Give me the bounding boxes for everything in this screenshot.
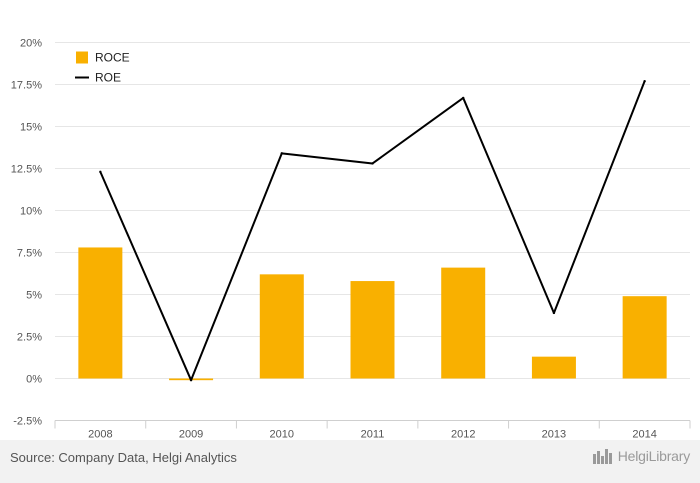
legend-roce-label: ROCE [95, 51, 130, 65]
helgi-library-logo[interactable]: HelgiLibrary [592, 448, 690, 464]
y-tick-label: 15% [20, 122, 42, 134]
x-tick-label: 2013 [542, 429, 566, 441]
footer: Source: Company Data, Helgi Analytics He… [0, 440, 700, 483]
roce-bar [259, 274, 304, 379]
roe-point [643, 79, 646, 83]
roce-bars [78, 247, 667, 381]
roe-point [99, 170, 102, 174]
y-tick-label: 12.5% [11, 164, 42, 176]
roe-point [280, 152, 283, 155]
roce-bar [350, 281, 395, 379]
x-tick-label: 2008 [88, 429, 112, 441]
y-tick-label: 5% [26, 290, 42, 302]
source-note: Source: Company Data, Helgi Analytics [10, 450, 237, 465]
roe-point [462, 96, 465, 100]
x-tick-label: 2014 [632, 429, 656, 441]
y-axis-ticks: -2.5% 0% 2.5% 5% 7.5% 10% 12.5% 15% 17.5% 20% [11, 38, 42, 428]
roce-bar [441, 267, 486, 379]
logo-text: HelgiLibrary [617, 448, 690, 464]
y-tick-label: 2.5% [17, 332, 42, 344]
y-tick-label: 7.5% [17, 248, 42, 260]
y-tick-label: 10% [20, 206, 42, 218]
roce-bar [531, 356, 576, 379]
helgi-city-icon [592, 449, 612, 464]
roe-point [371, 162, 374, 165]
x-tick-label: 2009 [179, 429, 203, 441]
roce-bar [78, 247, 123, 379]
y-tick-label: -2.5% [13, 416, 42, 428]
legend: ROCE ROE [75, 51, 130, 85]
y-tick-label: 0% [26, 374, 42, 386]
roe-point [189, 378, 193, 382]
roe-point [552, 311, 556, 315]
y-tick-label: 20% [20, 38, 42, 50]
roce-bar [622, 296, 667, 379]
legend-roe-label: ROE [95, 71, 121, 85]
x-tick-label: 2011 [361, 429, 385, 441]
x-tick-label: 2010 [270, 429, 294, 441]
roe-line-group [99, 79, 646, 382]
x-tick-label: 2012 [451, 429, 475, 441]
y-tick-label: 17.5% [11, 80, 42, 92]
legend-roce-swatch [76, 51, 88, 64]
x-axis: 2008 2009 2010 2011 2012 2013 2014 [54, 420, 691, 441]
gridlines [55, 42, 690, 421]
